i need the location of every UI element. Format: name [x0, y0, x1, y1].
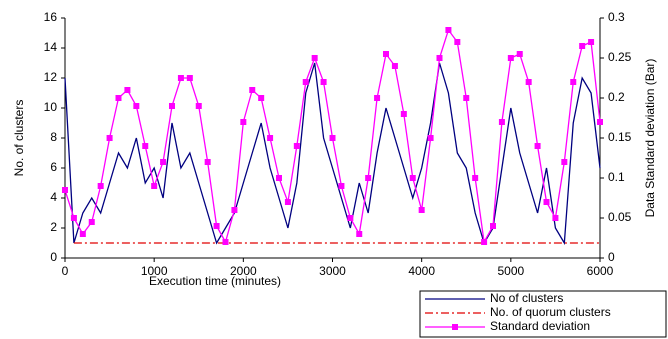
marker — [543, 199, 550, 205]
marker — [142, 143, 149, 149]
y-axis-label: No. of clusters — [12, 100, 26, 177]
marker — [534, 143, 541, 149]
marker — [436, 55, 443, 61]
y-tick-label: 2 — [50, 220, 57, 234]
y-tick-label: 6 — [50, 160, 57, 174]
y-tick-label: 8 — [50, 130, 57, 144]
marker — [222, 239, 229, 245]
marker — [400, 111, 407, 117]
marker — [115, 95, 122, 101]
marker — [177, 75, 184, 81]
marker — [133, 103, 140, 109]
marker — [249, 87, 256, 93]
marker — [302, 79, 309, 85]
x-tick-label: 6000 — [587, 264, 614, 278]
marker — [79, 231, 86, 237]
y2-tick-label: 0.1 — [608, 170, 625, 184]
x-tick-label: 4000 — [408, 264, 435, 278]
y2-tick-label: 0.2 — [608, 90, 625, 104]
marker — [490, 223, 496, 229]
marker — [525, 79, 532, 85]
marker — [186, 75, 193, 81]
marker — [418, 207, 425, 213]
y2-tick-label: 0.15 — [608, 130, 632, 144]
marker — [472, 175, 479, 181]
marker — [160, 159, 167, 165]
x-tick-label: 0 — [62, 264, 69, 278]
marker — [383, 51, 389, 57]
x-tick-label: 5000 — [497, 264, 524, 278]
y-tick-label: 4 — [50, 190, 57, 204]
marker — [169, 103, 175, 109]
marker — [588, 39, 595, 45]
marker — [445, 27, 452, 33]
marker — [498, 119, 505, 125]
y2-tick-label: 0.05 — [608, 210, 632, 224]
marker — [561, 159, 568, 165]
marker — [267, 135, 274, 141]
y-tick-label: 0 — [50, 250, 57, 264]
y-tick-label: 10 — [44, 100, 58, 114]
legend-label: Standard deviation — [490, 319, 590, 333]
marker — [213, 223, 220, 229]
legend-label: No of clusters — [490, 291, 563, 305]
x-tick-label: 3000 — [319, 264, 346, 278]
marker — [570, 79, 577, 85]
marker — [231, 207, 238, 213]
marker — [356, 231, 363, 237]
marker — [552, 215, 559, 221]
y-tick-label: 16 — [44, 10, 58, 24]
marker — [276, 175, 282, 181]
marker — [97, 183, 104, 189]
marker — [329, 135, 336, 141]
marker — [454, 39, 461, 45]
marker — [106, 135, 113, 141]
marker — [320, 79, 327, 85]
marker — [204, 159, 211, 165]
series-line — [64, 62, 601, 246]
marker — [516, 51, 523, 57]
marker — [579, 43, 586, 49]
marker — [347, 215, 354, 221]
legend-label: No. of quorum clusters — [490, 305, 611, 319]
marker — [151, 183, 158, 189]
marker — [124, 87, 131, 93]
marker — [409, 175, 416, 181]
x-axis-label: Execution time (minutes) — [149, 274, 281, 288]
marker — [88, 219, 95, 225]
marker — [240, 119, 247, 125]
marker — [293, 143, 300, 149]
marker — [258, 95, 265, 101]
marker — [365, 175, 372, 181]
marker — [463, 95, 470, 101]
x-tick-label: 2000 — [230, 264, 257, 278]
y2-tick-label: 0.25 — [608, 50, 632, 64]
marker — [70, 215, 77, 221]
marker — [374, 95, 381, 101]
marker — [284, 199, 291, 205]
y2-tick-label: 0.3 — [608, 10, 625, 24]
marker — [481, 239, 488, 245]
marker — [311, 55, 318, 61]
marker — [507, 55, 514, 61]
legend-marker — [452, 324, 458, 330]
marker — [195, 103, 202, 109]
y2-tick-label: 0 — [608, 250, 615, 264]
x-tick-label: 1000 — [141, 264, 168, 278]
marker — [597, 119, 603, 125]
marker — [62, 187, 68, 193]
marker — [391, 63, 398, 69]
marker — [427, 135, 434, 141]
y2-axis-label: Data Standard deviation (Bar) — [643, 59, 657, 218]
y-tick-label: 14 — [44, 40, 58, 54]
marker — [338, 183, 345, 189]
y-tick-label: 12 — [44, 70, 58, 84]
